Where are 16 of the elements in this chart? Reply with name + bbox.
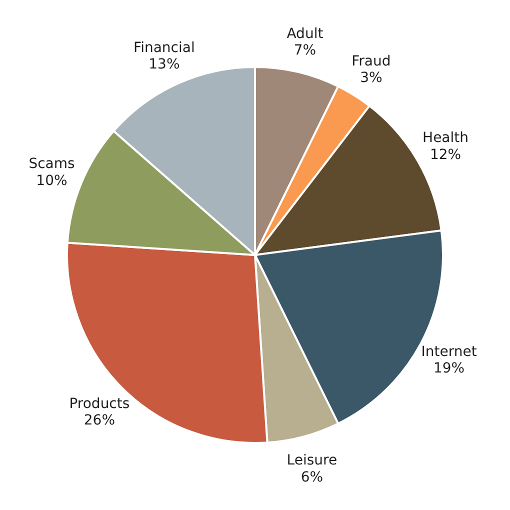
data-label: 7% — [294, 42, 316, 59]
data-label: 12% — [430, 147, 462, 163]
data-label: 13% — [148, 56, 180, 73]
data-label: 3% — [360, 70, 382, 86]
data-label: 6% — [300, 470, 324, 486]
data-label: 26% — [84, 412, 115, 429]
slice-label: Internet — [421, 344, 478, 360]
data-label: 19% — [433, 360, 465, 377]
slice-label: Financial — [134, 40, 195, 56]
slice-label: Adult — [286, 26, 324, 42]
slice-label: Products — [69, 396, 130, 412]
slice-label: Fraud — [352, 53, 391, 70]
slice-label: Leisure — [286, 452, 338, 469]
slice-label: Scams — [28, 156, 75, 172]
slice-label: Health — [422, 130, 469, 146]
data-label: 10% — [36, 172, 68, 189]
